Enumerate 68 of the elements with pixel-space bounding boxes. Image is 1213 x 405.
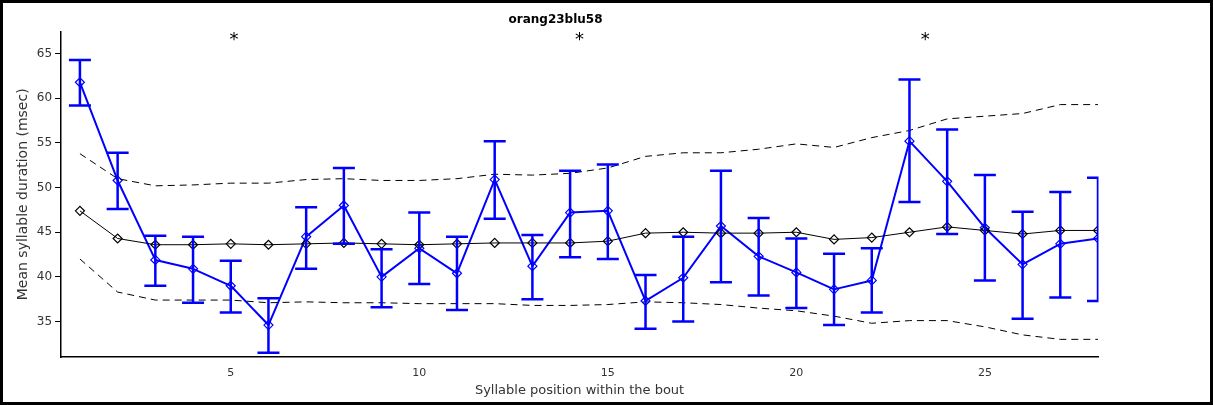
point [602,205,613,216]
point [527,237,538,249]
point [904,227,915,238]
point [187,263,199,274]
point [187,239,199,250]
point [74,77,86,88]
point [715,228,727,239]
point [263,239,274,250]
line-series [79,258,1098,340]
point [791,227,802,238]
point [225,238,236,249]
x-axis-title: Syllable position within the bout [474,381,685,397]
point [1017,259,1028,270]
y-tick-label: 50 [36,179,53,194]
point [414,243,425,254]
y-tick-label: 60 [36,90,53,105]
point [150,254,161,266]
point [828,234,840,245]
point [1017,228,1028,240]
point [828,284,840,295]
line-series [79,104,1098,187]
point [150,239,161,250]
point [112,175,123,186]
point [753,251,764,262]
y-tick-label: 45 [36,224,53,239]
point [565,237,576,249]
point [1055,225,1066,236]
x-tick-label: 5 [227,365,235,379]
annotation: * [920,28,930,50]
y-tick-label: 40 [36,268,53,283]
point [376,271,387,282]
chart-title: orang23blu58 [508,12,603,27]
point [866,232,877,243]
point [414,239,425,250]
point [376,238,387,249]
x-tick-label: 25 [977,365,992,379]
point [301,238,312,249]
point [904,136,915,147]
annotation: * [229,28,239,50]
point [640,295,651,307]
x-tick-label: 20 [789,365,804,379]
point [338,237,349,249]
annotation: * [575,28,585,50]
point [489,237,500,249]
point [942,221,953,232]
x-tick-label: 10 [412,365,427,379]
point [565,207,576,218]
point [74,205,86,216]
point [866,275,877,286]
point [640,228,651,239]
point [263,319,274,331]
point [451,238,463,249]
point [602,236,613,247]
point [225,280,236,291]
y-axis-title: Mean syllable duration (msec) [14,88,31,301]
y-tick-label: 65 [36,45,53,60]
y-tick-label: 35 [36,313,53,328]
point [678,272,689,283]
point [1055,238,1066,249]
point [753,228,764,239]
y-tick-label: 55 [36,135,53,150]
point [338,200,349,211]
point [791,267,802,278]
x-tick-label: 15 [600,365,615,379]
point [527,261,538,272]
point [112,233,123,244]
point [451,268,463,279]
point [942,176,953,187]
